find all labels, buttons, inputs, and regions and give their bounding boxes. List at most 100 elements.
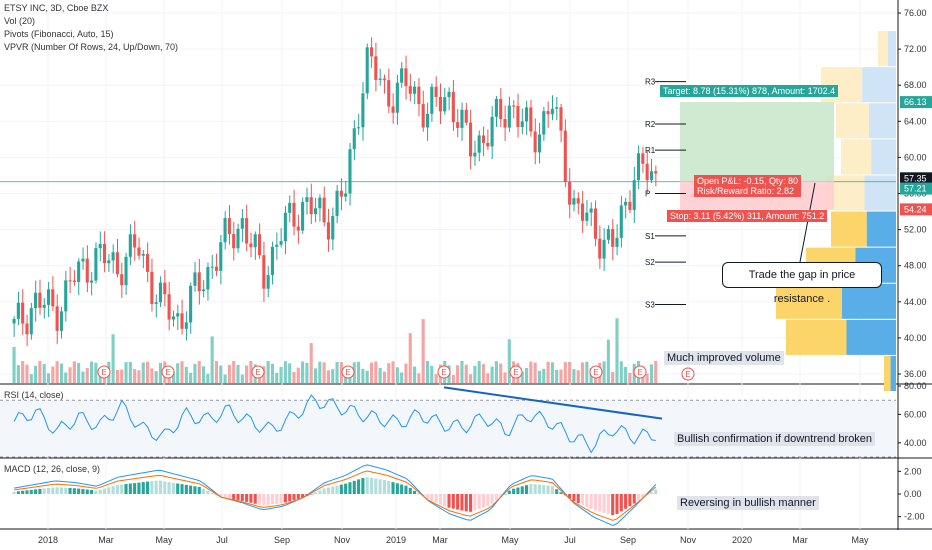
indicator-vpvr[interactable]: VPVR (Number Of Rows, 24, Up/Down, 70) [4,42,179,52]
target-text: Target: 8.78 (15.31%) 878, Amount: 1702.… [663,86,836,96]
macd-histogram-bar [240,494,244,501]
macd-histogram-bar [611,494,615,516]
indicator-pivots[interactable]: Pivots (Fibonacci, Auto, 15) [4,29,114,39]
volume-bar [72,361,76,383]
candle-body [382,78,386,81]
candle-body [348,149,352,194]
candle-body [232,234,236,249]
vpvr-bar-up [846,319,896,355]
price-badge [900,172,932,185]
macd-histogram-bar [158,480,163,494]
macd-histogram-bar [72,488,76,494]
volume-bar [391,361,395,383]
vpvr-bar-up [864,175,896,211]
candle-body [464,109,468,123]
macd-histogram-bar [533,484,537,494]
candle-body [576,198,580,204]
macd-histogram-bar [146,481,150,494]
volume-bar [322,362,326,383]
vpvr-bar-up [866,211,896,247]
price-badge [900,182,932,195]
candle-body [111,252,115,261]
candle-body [180,313,184,329]
candle-body [494,98,498,117]
macd-histogram-bar [430,494,434,502]
candle-body [555,107,559,109]
macd-histogram-bar [537,484,542,494]
price-badge-label: 66.13 [904,97,927,107]
candle-body [85,258,89,283]
candle-body [335,190,339,216]
candle-body [365,47,369,94]
volume-bar [240,374,244,383]
macd-histogram-bar [654,489,658,494]
macd-histogram-bar [636,494,641,501]
volume-bar [503,372,507,383]
candle-body [154,302,158,304]
candle-body [645,163,649,181]
candle-body [146,253,150,272]
volume-bar [232,361,236,383]
volume-bar [477,361,481,383]
volume-bar [486,373,490,383]
volume-bar [77,363,81,383]
macd-histogram-bar [494,494,498,501]
macd-signal-line [14,470,657,521]
profit-zone [680,102,834,182]
candle-body [451,91,455,123]
macd-histogram-bar [102,488,107,494]
macd-histogram-bar [21,490,25,494]
volume-bar [494,361,498,383]
macd-tick-label: 0.00 [904,489,922,499]
macd-histogram-bar [42,488,46,494]
volume-bar [81,371,85,383]
candle-body [64,280,68,312]
macd-histogram-bar [408,487,412,494]
volume-bar [270,363,275,383]
candle-body [624,201,628,206]
x-tick-label: Mar [98,535,114,545]
macd-histogram-bar [649,492,653,494]
indicator-volume[interactable]: Vol (20) [4,16,36,26]
candle-body [654,171,658,174]
candle-body [34,292,38,309]
riskreward-text: Risk/Reward Ratio: 2.82 [697,186,795,196]
volume-bar [201,366,206,383]
volume-bar [318,361,322,383]
volume-bar [550,362,554,383]
candle-body [279,241,283,245]
macd-histogram-bar [507,490,511,494]
volume-bar [499,363,503,383]
macd-histogram-bar [361,478,365,494]
macd-histogram-bar [348,482,352,494]
macd-histogram-bar [481,494,486,508]
volume-bar [568,361,572,383]
candle-body [615,237,619,247]
volume-bar [137,370,141,383]
candle-body [59,311,63,331]
candle-body [529,107,533,132]
candle-body [42,304,46,308]
pivot-label: S3 [645,300,655,309]
candle-body [176,313,180,317]
x-tick-label: Mar [792,535,808,545]
macd-line [14,464,657,527]
volume-bar [309,343,313,383]
volume-bar [197,361,201,383]
volume-bar [576,370,580,383]
candle-body [189,285,193,323]
macd-histogram-bar [296,494,300,499]
volume-bar [21,361,25,383]
volume-bar [430,365,434,383]
symbol-title[interactable]: ETSY INC, 3D, Cboe BZX [4,3,109,13]
candle-body [318,197,322,209]
macd-histogram-bar [335,485,339,494]
volume-bar [34,365,38,383]
macd-histogram-bar [318,490,322,494]
rsi-trendline [443,386,663,420]
volume-bar [533,362,537,383]
candle-body [292,202,296,227]
volume-bar [46,373,51,383]
x-tick-label: Jul [216,535,228,545]
